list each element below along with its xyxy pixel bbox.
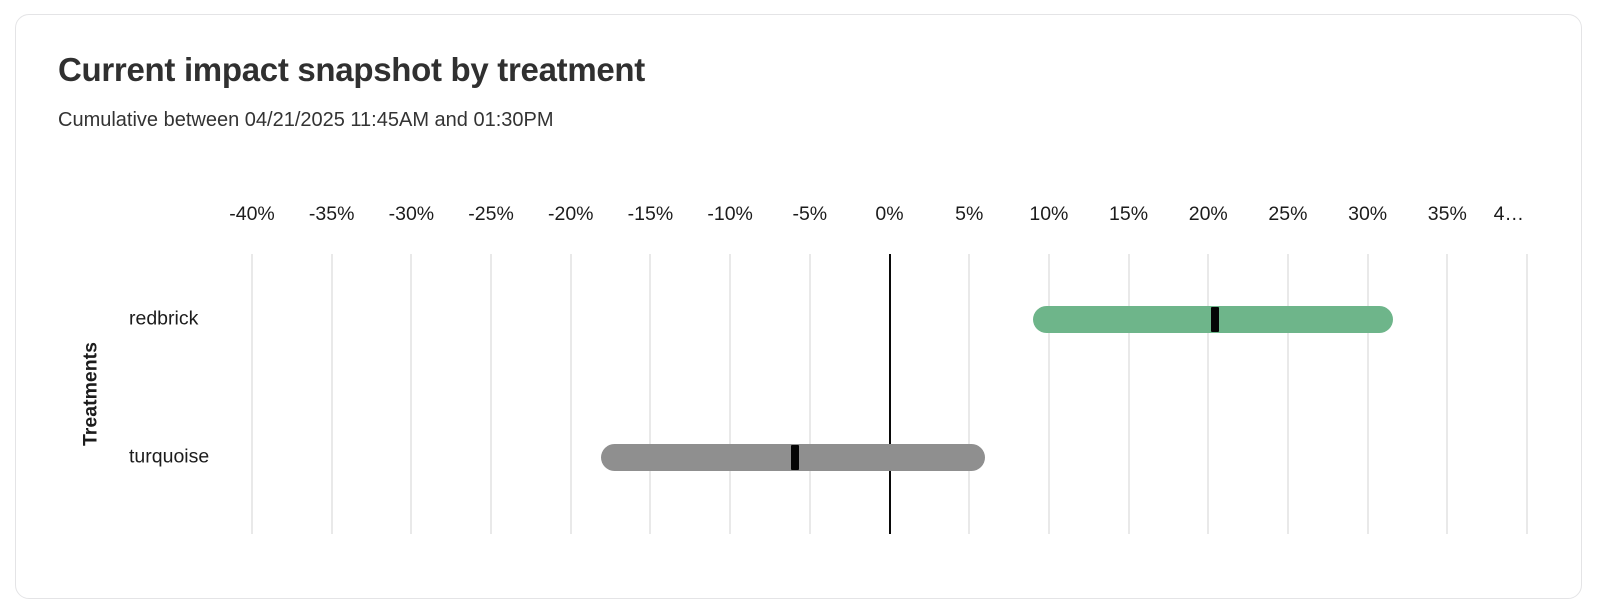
x-tick-label: -10%	[707, 203, 753, 225]
x-tick-label: 4…	[1493, 203, 1524, 225]
gridline	[1127, 254, 1130, 534]
impact-chart: Treatments -40% -35% -30% -25% -20% -15% -10% -…	[16, 15, 1581, 598]
chart-card: Current impact snapshot by treatment Cum…	[15, 14, 1582, 599]
x-tick-label: 30%	[1348, 203, 1388, 225]
gridline	[569, 254, 572, 534]
x-tick-label: 35%	[1427, 203, 1467, 225]
gridline	[1047, 254, 1050, 534]
x-tick-label: -30%	[388, 203, 435, 225]
x-tick-label: -35%	[308, 203, 355, 225]
category-label-turquoise: turquoise	[129, 445, 210, 468]
x-tick-label: -20%	[547, 203, 594, 225]
x-tick-label: -15%	[627, 203, 674, 225]
gridline	[968, 254, 971, 534]
gridline	[330, 254, 333, 534]
gridline	[1286, 254, 1289, 534]
x-tick-label: 15%	[1109, 203, 1149, 225]
point-marker-redbrick	[1210, 306, 1219, 332]
gridline	[410, 254, 413, 534]
gridline	[649, 254, 652, 534]
gridline	[490, 254, 493, 534]
x-tick-label: 25%	[1268, 203, 1308, 225]
category-label-redbrick: redbrick	[129, 307, 199, 330]
x-tick-label: 10%	[1029, 203, 1069, 225]
gridline	[1207, 254, 1210, 534]
zero-axis-line	[888, 254, 891, 534]
gridline	[1526, 254, 1528, 534]
plot-area	[251, 254, 1528, 534]
x-tick-label: 20%	[1188, 203, 1228, 225]
gridline	[251, 254, 253, 534]
x-tick-label: -25%	[468, 203, 514, 225]
x-tick-label: -40%	[229, 203, 275, 225]
gridline	[729, 254, 732, 534]
range-bar-turquoise[interactable]	[601, 443, 986, 471]
gridline	[808, 254, 811, 534]
point-marker-turquoise	[791, 444, 800, 470]
x-tick-label: 5%	[955, 203, 984, 225]
x-tick-label: -5%	[792, 203, 828, 225]
chart-title: Current impact snapshot by treatment	[58, 51, 645, 88]
range-bar-redbrick[interactable]	[1032, 305, 1394, 333]
gridline	[1366, 254, 1369, 534]
gridline	[1446, 254, 1449, 534]
x-tick-label: 0%	[875, 203, 904, 225]
y-axis-title: Treatments	[79, 341, 102, 447]
chart-subtitle: Cumulative between 04/21/2025 11:45AM an…	[58, 109, 554, 131]
